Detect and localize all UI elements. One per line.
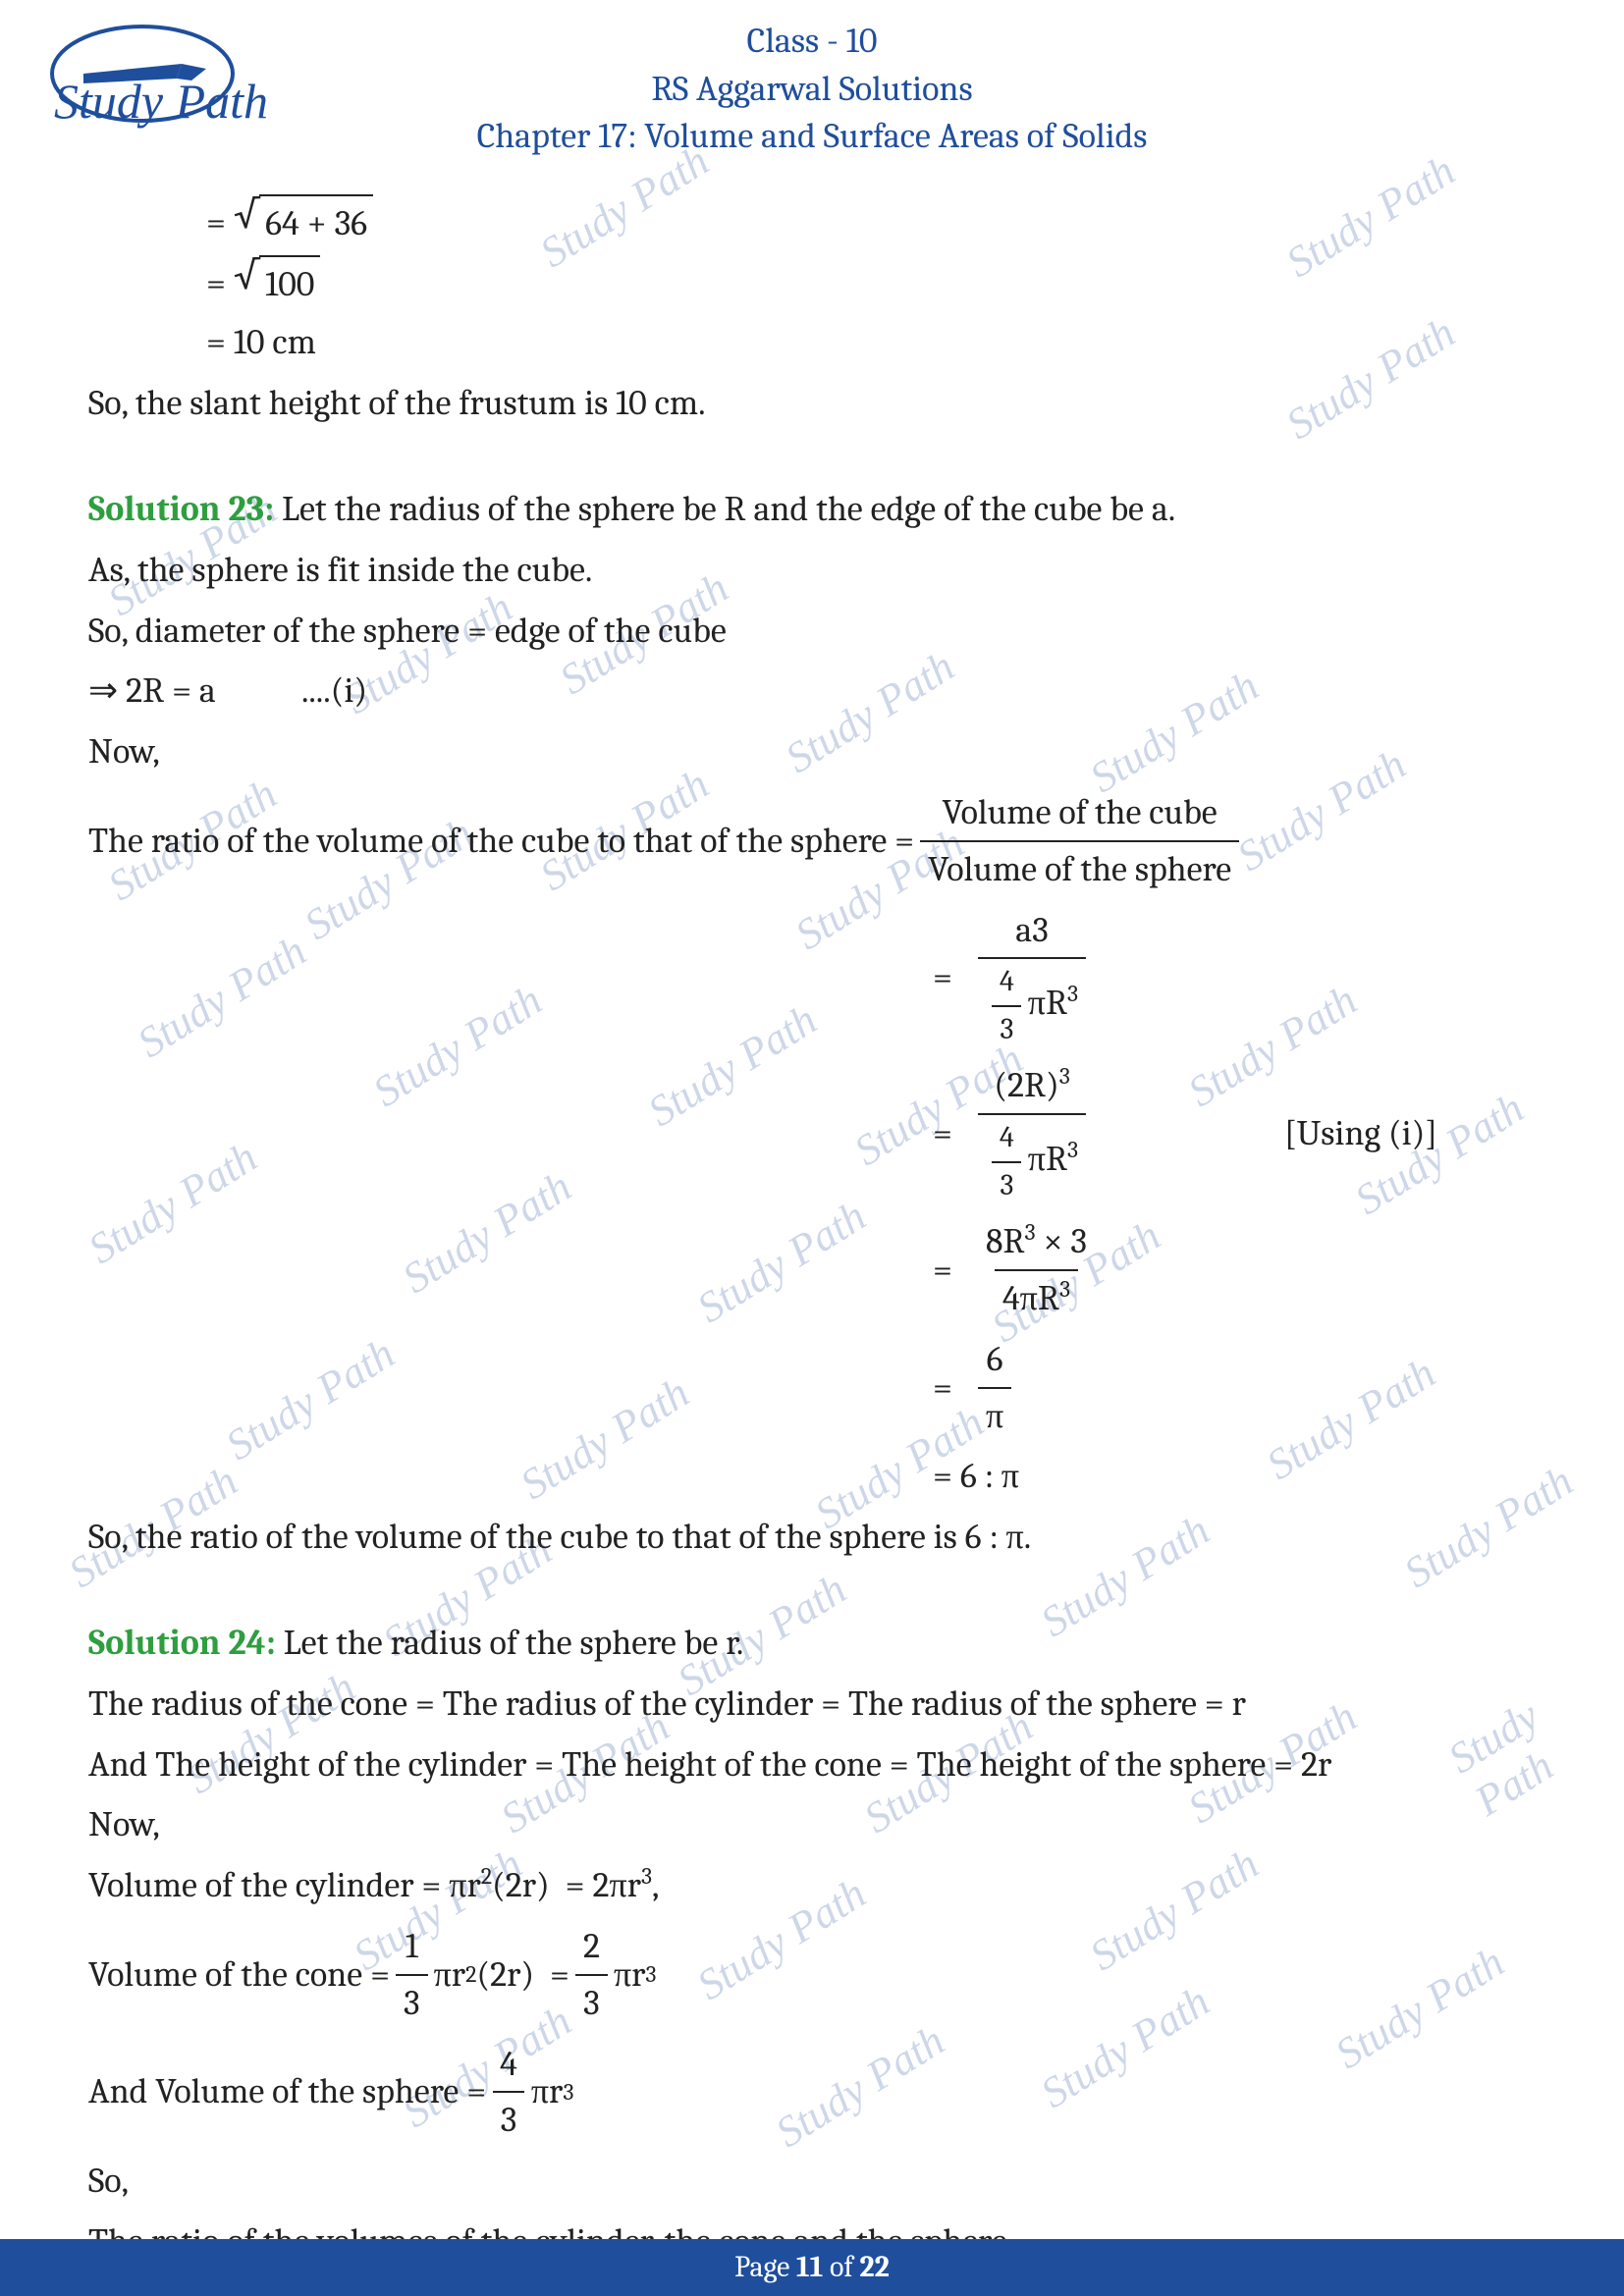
calc-step1: = √64 + 36 xyxy=(88,194,1536,251)
s24-cone: Volume of the cone = 13 πr2 (2r) = 23 πr… xyxy=(88,1919,1536,2031)
rs4-den: 4πR3 xyxy=(995,1269,1078,1326)
calc-step2: = √100 xyxy=(88,255,1536,312)
calc-step3: = 10 cm xyxy=(88,315,1536,370)
s23-l5: Now, xyxy=(88,724,1536,779)
rs3-num: (2R)3 xyxy=(986,1058,1078,1113)
solution-23-label: Solution 23: xyxy=(88,489,274,529)
page-header: Study Path Class - 10 RS Aggarwal Soluti… xyxy=(0,0,1624,161)
study-path-logo: Study Path xyxy=(44,20,270,137)
rf1-den: Volume of the sphere xyxy=(920,840,1239,897)
rs4-num: 8R3 × 3 xyxy=(978,1214,1095,1269)
footer-total: 22 xyxy=(859,2250,889,2284)
solution-23-intro: Solution 23: Let the radius of the spher… xyxy=(88,482,1536,537)
ratio-step4: = 8R3 × 3 4πR3 xyxy=(933,1214,1536,1326)
rf1-num: Volume of the cube xyxy=(935,785,1225,840)
s23-ratio-intro: The ratio of the volume of the cube to t… xyxy=(88,814,914,869)
rs3-den: 4 3 πR3 xyxy=(978,1113,1086,1208)
s23-l2: As, the sphere is fit inside the cube. xyxy=(88,543,1536,598)
ratio-step6: = 6 : π xyxy=(933,1449,1536,1504)
footer-prefix: Page xyxy=(734,2250,796,2284)
logo-text: Study Path xyxy=(54,73,268,130)
calc-conclusion: So, the slant height of the frustum is 1… xyxy=(88,376,1536,431)
ratio-step3: = (2R)3 4 3 πR3 [Using (i)] xyxy=(933,1058,1536,1208)
s24-l1: Let the radius of the sphere be r. xyxy=(276,1623,744,1663)
page-footer: Page 11 of 22 xyxy=(0,2239,1624,2296)
rs5-num: 6 xyxy=(979,1332,1011,1387)
footer-mid: of xyxy=(823,2250,859,2284)
ratio-frac-1: Volume of the cube Volume of the sphere xyxy=(920,785,1239,897)
rs5-den: π xyxy=(978,1387,1011,1444)
page-content: = √64 + 36 = √100 = 10 cm So, the slant … xyxy=(0,161,1624,2269)
rs2-den: 4 3 πR3 xyxy=(978,957,1086,1052)
solution-24-intro: Solution 24: Let the radius of the spher… xyxy=(88,1616,1536,1671)
s23-conclusion: So, the ratio of the volume of the cube … xyxy=(88,1510,1536,1565)
ratio-step5: = 6 π xyxy=(933,1332,1536,1444)
s24-sphere: And Volume of the sphere = 43 πr3 xyxy=(88,2037,1536,2149)
ratio-steps: = a3 4 3 πR3 = (2R)3 4 3 πR3 xyxy=(88,903,1536,1505)
rs2-num: a3 xyxy=(1007,903,1056,958)
s23-l1: Let the radius of the sphere be R and th… xyxy=(274,489,1175,529)
s23-ratio-line: The ratio of the volume of the cube to t… xyxy=(88,785,1536,897)
s23-l4: ⇒ 2R = a ....(i) xyxy=(88,664,1536,719)
s24-l3: And The height of the cylinder = The hei… xyxy=(88,1737,1536,1792)
s24-l4: Now, xyxy=(88,1797,1536,1852)
s23-l3: So, diameter of the sphere = edge of the… xyxy=(88,604,1536,659)
s24-cylinder: Volume of the cylinder = πr2(2r) = 2πr3, xyxy=(88,1858,1536,1913)
sqrt-arg-2: 100 xyxy=(259,255,320,312)
ratio-step2: = a3 4 3 πR3 xyxy=(933,903,1536,1053)
s24-so: So, xyxy=(88,2154,1536,2209)
footer-current: 11 xyxy=(796,2250,823,2284)
s24-l2: The radius of the cone = The radius of t… xyxy=(88,1677,1536,1732)
sqrt-arg-1: 64 + 36 xyxy=(259,194,373,251)
using-note: [Using (i)] xyxy=(1284,1106,1437,1161)
solution-24-label: Solution 24: xyxy=(88,1623,276,1663)
